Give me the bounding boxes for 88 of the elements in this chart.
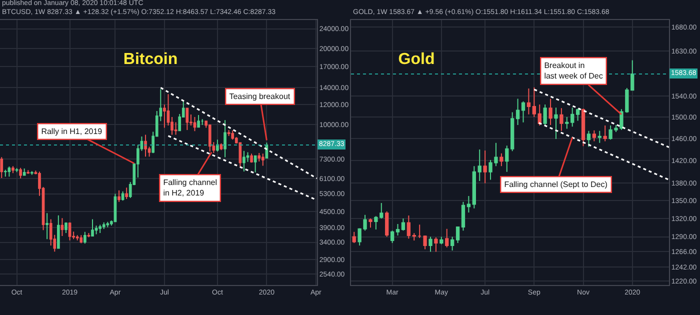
candlestick — [64, 222, 68, 234]
candlestick — [576, 108, 580, 122]
candlestick — [254, 155, 257, 173]
candlestick — [258, 152, 261, 162]
candlestick — [412, 232, 416, 241]
candlestick — [19, 167, 22, 179]
candlestick — [26, 170, 30, 174]
candlestick — [450, 236, 454, 251]
candlestick — [466, 196, 471, 214]
candlestick — [478, 148, 482, 182]
candlestick — [434, 236, 438, 252]
candlestick — [390, 230, 394, 244]
candlestick — [46, 212, 48, 240]
candlestick — [505, 145, 509, 172]
annotation: Falling channel (Sept to Dec) — [504, 180, 608, 190]
candlestick — [76, 234, 79, 241]
candlestick — [0, 156, 4, 179]
candlestick — [538, 104, 542, 126]
candlestick — [598, 130, 602, 144]
candlestick — [57, 214, 60, 249]
candlestick — [560, 108, 564, 132]
candlestick — [543, 104, 547, 126]
candlestick — [186, 108, 189, 131]
candlestick — [102, 222, 106, 230]
candlestick — [586, 130, 591, 148]
candlestick — [261, 153, 264, 166]
candlestick — [418, 224, 422, 239]
candlestick — [401, 218, 406, 232]
candlestick — [396, 223, 400, 236]
candlestick — [368, 218, 372, 228]
candlestick — [428, 236, 432, 252]
candlestick — [603, 125, 607, 142]
candlestick — [224, 120, 226, 158]
text: Gold — [398, 50, 435, 68]
candlestick — [84, 231, 86, 244]
candlestick — [4, 169, 7, 178]
candlestick — [91, 218, 94, 237]
candlestick — [121, 190, 124, 202]
candlestick — [87, 232, 90, 238]
candlestick — [581, 108, 586, 147]
candlestick — [200, 118, 204, 126]
candlestick — [125, 187, 128, 200]
candlestick — [8, 166, 11, 178]
candlestick — [60, 218, 64, 237]
candlestick — [231, 130, 234, 140]
candlestick — [98, 224, 102, 234]
annotation: Rally in H1, 2019 — [41, 127, 103, 136]
candlestick — [500, 152, 504, 167]
candlestick — [15, 168, 18, 173]
candlestick — [456, 226, 460, 244]
candlestick — [461, 201, 466, 232]
candlestick — [483, 150, 487, 184]
text: Bitcoin — [123, 50, 178, 68]
candlestick — [423, 235, 427, 250]
candlestick — [12, 166, 14, 174]
candlestick — [445, 228, 449, 248]
annotation: Breakout in last week of Dec — [544, 61, 603, 81]
candlestick — [532, 86, 536, 118]
candlestick — [197, 114, 200, 128]
candlestick — [406, 215, 411, 240]
candlestick — [510, 112, 514, 152]
candlestick — [548, 98, 552, 126]
annotation: Falling channel in H2, 2019 — [163, 178, 218, 198]
candlestick — [106, 221, 110, 228]
candlestick — [565, 116, 569, 130]
candlestick — [554, 107, 558, 140]
candlestick — [118, 190, 120, 202]
candlestick — [30, 170, 34, 176]
candlestick — [440, 236, 444, 245]
candlestick — [592, 130, 596, 142]
candlestick — [22, 168, 26, 176]
candlestick — [80, 234, 83, 244]
candlestick — [570, 107, 574, 128]
candlestick — [242, 150, 246, 172]
candlestick — [68, 222, 72, 241]
candlestick — [352, 231, 356, 244]
candlestick — [385, 210, 389, 238]
candlestick — [516, 98, 520, 126]
candlestick — [208, 124, 212, 152]
candlestick — [144, 134, 147, 158]
annotation: Teasing breakout — [229, 92, 291, 102]
candlestick — [216, 139, 219, 152]
candlestick — [193, 116, 196, 132]
candlestick — [526, 88, 531, 115]
candlestick — [472, 166, 476, 209]
candlestick — [227, 130, 230, 137]
candlestick — [521, 100, 526, 123]
candlestick — [250, 153, 253, 164]
